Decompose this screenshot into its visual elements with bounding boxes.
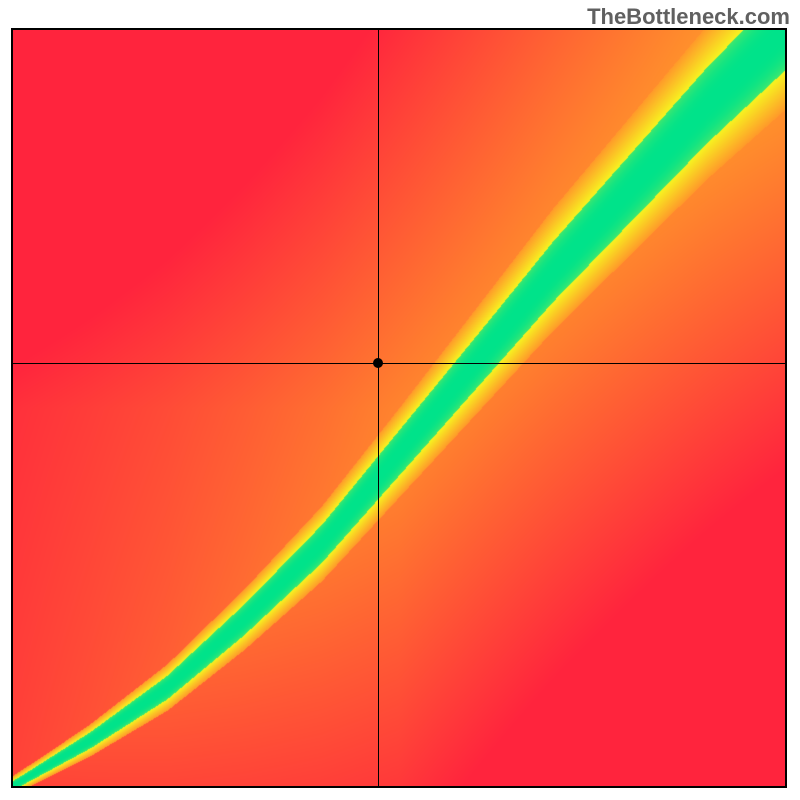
chart-frame xyxy=(11,28,787,788)
chart-container: TheBottleneck.com xyxy=(0,0,800,800)
watermark-text: TheBottleneck.com xyxy=(587,4,790,30)
heatmap-canvas xyxy=(13,30,785,786)
crosshair-vertical xyxy=(378,30,379,786)
marker-dot xyxy=(373,358,383,368)
crosshair-horizontal xyxy=(13,363,785,364)
